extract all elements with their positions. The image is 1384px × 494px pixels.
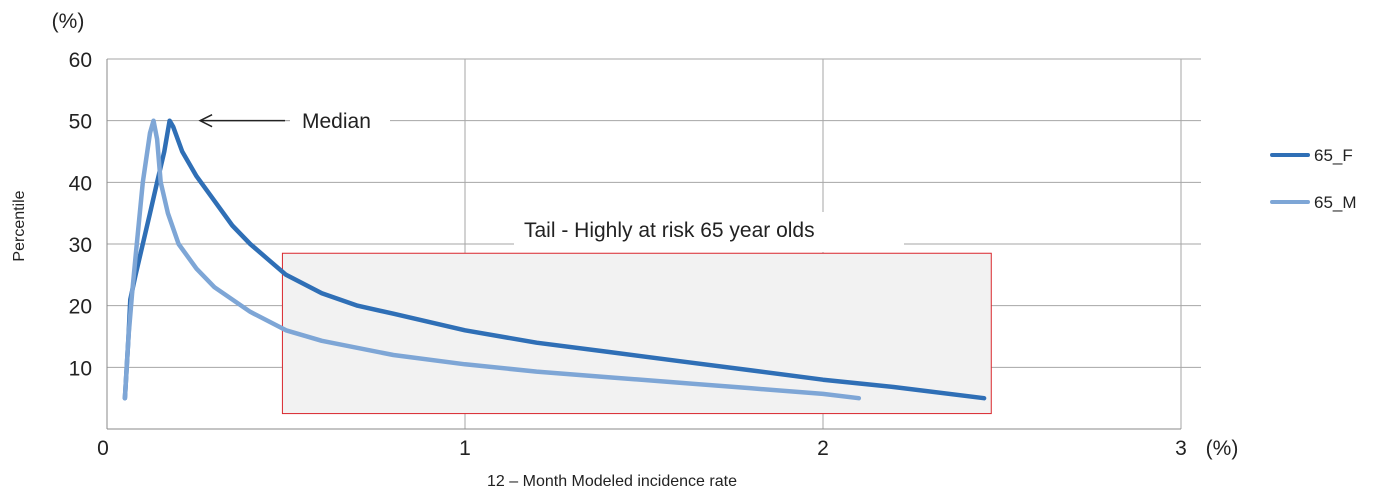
x-unit-label: (%) [1206, 437, 1239, 460]
axes: 10 20 30 40 50 60 0 1 2 3 [69, 49, 1187, 460]
x-tick-label: 2 [817, 437, 829, 460]
y-axis-title: Percentile [11, 190, 28, 261]
y-unit-label: (%) [52, 10, 85, 33]
tail-box [281, 252, 992, 415]
x-tick-label: 3 [1175, 437, 1187, 460]
x-tick-label: 0 [97, 437, 109, 460]
median-arrow-head [198, 113, 213, 128]
median-label-bg [290, 106, 390, 136]
series-line-65-f [122, 118, 987, 401]
y-tick-label: 50 [69, 111, 92, 134]
y-tick-label: 40 [69, 172, 92, 195]
tail-region [281, 252, 992, 415]
y-tick-label: 60 [69, 49, 92, 72]
legend-label-65-f: 65_F [1314, 146, 1353, 165]
tail-label-bg [514, 212, 904, 252]
median-label: Median [302, 110, 371, 133]
x-tick-label: 1 [459, 437, 471, 460]
x-axis-title: 12 – Month Modeled incidence rate [487, 473, 737, 490]
legend: 65_F 65_M [1270, 146, 1357, 212]
series-lines [122, 118, 987, 401]
y-tick-label: 10 [69, 357, 92, 380]
series-line-65-m [122, 118, 862, 401]
tail-label: Tail - Highly at risk 65 year olds [524, 219, 815, 242]
legend-label-65-m: 65_M [1314, 193, 1357, 212]
y-tick-label: 30 [69, 234, 92, 257]
y-tick-label: 20 [69, 296, 92, 319]
